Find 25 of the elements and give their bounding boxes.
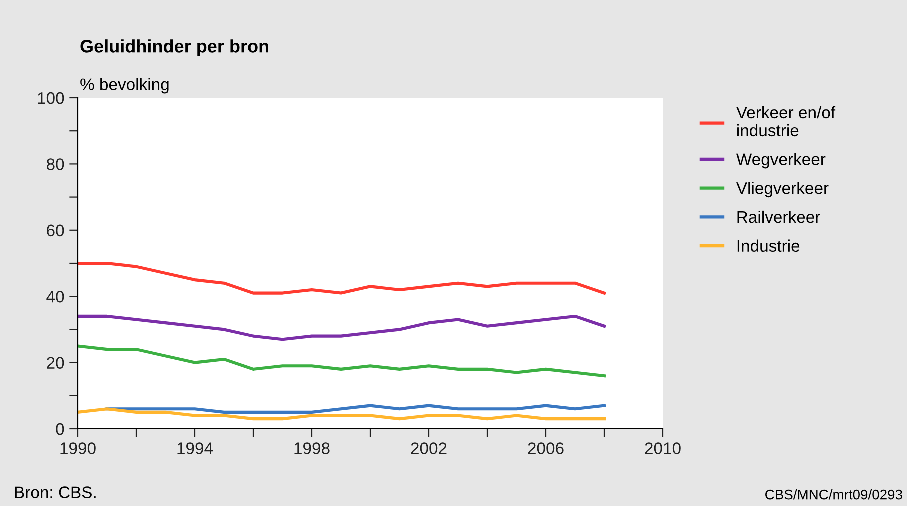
x-tick-label: 1998 xyxy=(294,442,330,454)
legend-label: Wegverkeer xyxy=(736,153,826,169)
legend-label: Verkeer en/of industrie xyxy=(736,106,836,137)
y-tick-label: 40 xyxy=(46,291,64,303)
x-tick-label: 2002 xyxy=(411,442,447,454)
line-series xyxy=(78,314,606,342)
y-tick-label: 60 xyxy=(47,224,64,237)
line-series xyxy=(78,408,606,421)
text: CBS/MNC/mrt09/0293 xyxy=(766,490,902,500)
y-tick-label: 80 xyxy=(46,158,64,170)
legend-label: Vliegverkeer xyxy=(736,182,829,198)
y-tick-label: 0 xyxy=(56,423,64,436)
x-tick-label: 1994 xyxy=(178,442,214,454)
line-series xyxy=(78,262,606,295)
legend-label: Industrie xyxy=(738,240,800,252)
y-tick-label: 20 xyxy=(47,357,64,370)
chart-title: Geluidhinder per bron xyxy=(80,40,268,56)
x-tick-label: 1990 xyxy=(60,442,96,454)
x-tick-label: 2010 xyxy=(645,442,681,454)
x-tick-label: 2006 xyxy=(528,442,564,454)
y-tick-label: 100 xyxy=(38,92,64,104)
line-series xyxy=(78,344,606,378)
text: Bron: CBS. xyxy=(15,486,96,498)
legend-label: Railverkeer xyxy=(738,210,820,224)
y-axis-title: % bevolking xyxy=(80,78,169,94)
